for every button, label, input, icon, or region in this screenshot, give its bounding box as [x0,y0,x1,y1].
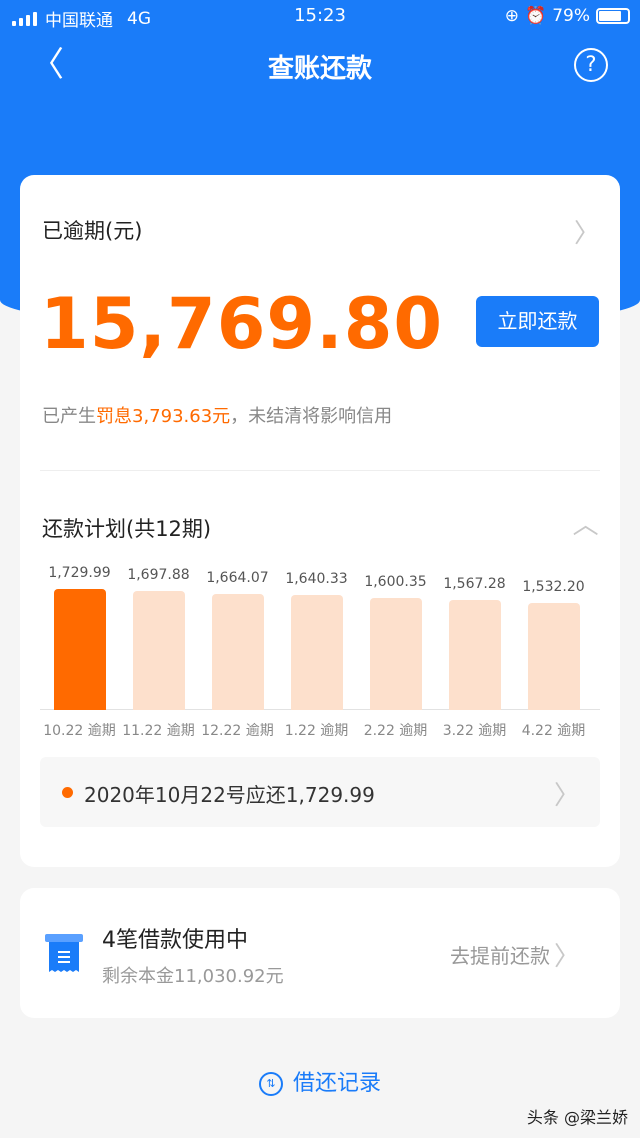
note-suffix: ，未结清将影响信用 [230,406,393,427]
bar-value-label: 1,664.07 [206,569,269,586]
carrier: 中国联通 [45,11,113,31]
note-prefix: 已产生 [42,406,96,427]
penalty-amount: 罚息3,793.63元 [96,406,231,427]
exchange-icon: ⇅ [258,1072,283,1096]
bar-value-label: 1,697.88 [127,567,190,584]
watermark: 头条 @梁兰娇 [526,1108,628,1127]
remaining-principal: 剩余本金11,030.92元 [102,966,284,987]
receipt-icon [45,934,83,972]
status-bar: 中国联通 4G 15:23 ⊕ ⏰ 79% [0,0,640,34]
chart-column: 1,729.99 [40,565,119,710]
bar-date-label: 2.22 逾期 [363,723,428,739]
nav-bar: 〈 查账还款 ? [0,40,640,92]
chevron-right-icon[interactable]: 〉 [573,219,600,249]
network: 4G [127,8,151,29]
chevron-left-icon[interactable]: 〈 [30,45,64,85]
dot-icon [62,787,73,798]
repayment-chart: 1,729.99 10.22 逾期 1,697.88 11.22 逾期 1,664.07… [40,560,600,750]
bar[interactable] [53,588,106,710]
bar[interactable] [448,600,501,710]
battery-icon [596,8,630,24]
overdue-label: 已逾期(元) [42,219,143,243]
chart-column: 1,640.33 [277,571,356,710]
bar[interactable] [527,602,580,710]
bar-value-label: 1,640.33 [285,571,348,588]
pay-now-button[interactable]: 立即还款 [476,296,599,347]
bar[interactable] [132,591,185,710]
battery-percent: 79% [552,6,590,26]
bar[interactable] [290,595,343,710]
bar-date-label: 3.22 逾期 [442,723,507,739]
time: 15:23 [294,5,346,26]
due-text: 2020年10月22号应还1,729.99 [84,783,375,807]
bar-date-label: 10.22 逾期 [43,723,116,739]
overdue-amount: 15,769.80 [40,283,444,365]
schedule-title: 还款计划(共12期) [42,517,212,541]
overdue-card: 已逾期(元) 〉 15,769.80 立即还款 已产生罚息3,793.63元，未… [20,175,620,867]
bar-date-label: 4.22 逾期 [521,723,586,739]
chart-column: 1,532.20 [514,579,593,710]
chevron-up-icon[interactable]: 〉 [572,510,603,537]
records-label: 借还记录 [292,1071,381,1096]
bar-date-label: 11.22 逾期 [122,723,195,739]
chart-column: 1,697.88 [119,567,198,710]
bar[interactable] [211,593,264,710]
bar[interactable] [369,597,422,710]
chevron-right-icon: 〉 [553,942,580,972]
question-circle-icon[interactable]: ? [574,48,608,82]
alarm-icon: ⏰ [525,6,547,26]
page-title: 查账还款 [267,54,372,84]
prepay-link[interactable]: 去提前还款 [450,944,550,968]
bar-value-label: 1,567.28 [443,576,506,593]
records-link[interactable]: ⇅ 借还记录 [0,1065,640,1097]
rotation-lock-icon: ⊕ [504,6,520,26]
chevron-right-icon: 〉 [553,781,580,811]
bar-date-label: 1.22 逾期 [284,723,349,739]
bar-value-label: 1,532.20 [522,578,585,595]
loans-card[interactable]: 4笔借款使用中 剩余本金11,030.92元 去提前还款 〉 [20,888,620,1018]
chart-column: 1,567.28 [435,576,514,710]
penalty-note: 已产生罚息3,793.63元，未结清将影响信用 [42,402,392,428]
bar-value-label: 1,729.99 [48,564,111,581]
signal-icon [12,11,37,26]
bar-date-label: 12.22 逾期 [201,723,274,739]
divider [40,470,600,471]
chart-column: 1,600.35 [356,574,435,710]
bar-value-label: 1,600.35 [364,573,427,590]
loans-title: 4笔借款使用中 [102,928,248,953]
chart-column: 1,664.07 [198,570,277,710]
due-row[interactable]: 2020年10月22号应还1,729.99 〉 [40,757,600,827]
